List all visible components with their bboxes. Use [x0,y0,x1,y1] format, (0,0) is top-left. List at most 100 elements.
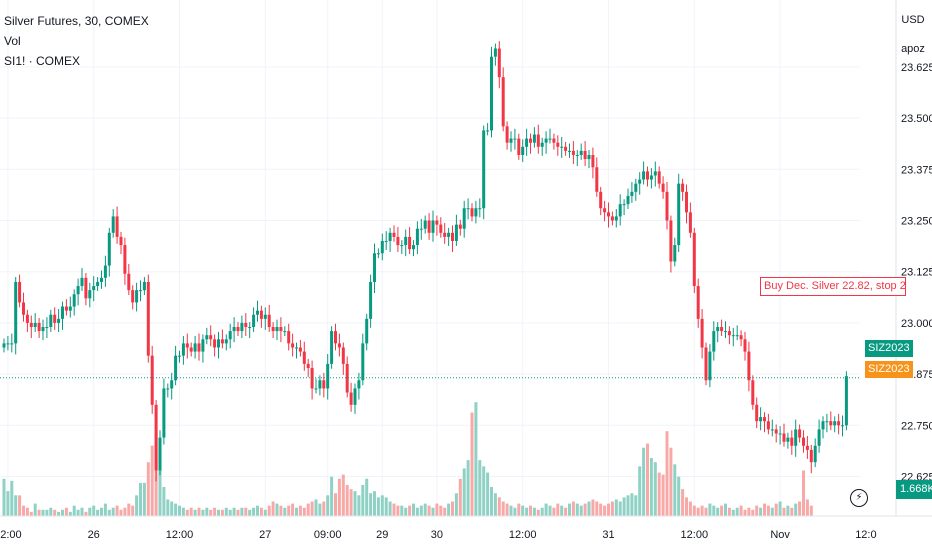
volume-bar [708,503,712,516]
candle-body [833,421,837,426]
volume-bar [25,507,29,516]
volume-bar [92,505,96,516]
candle-body [10,343,14,345]
volume-value-label: 1.668K [896,480,932,499]
volume-bar [646,443,649,516]
volume-bar [45,509,49,516]
candle-body [146,281,150,356]
candle-body [248,327,252,329]
volume-bar [782,507,786,516]
volume-bar [727,507,731,516]
volume-bar [525,507,529,516]
volume-bar [415,507,419,516]
volume-bar [470,412,474,516]
volume-bar [677,476,681,516]
volume-bar [252,507,256,516]
volume-bar [240,507,244,516]
volume-bar [76,509,80,516]
candle-body [408,236,412,250]
volume-bar [517,503,521,516]
volume-bar [564,507,568,516]
candle-body [193,343,197,352]
candle-body [451,232,454,241]
candle-body [326,363,330,389]
candle-body [825,421,829,423]
volume-bar [751,509,755,516]
volume-bar [454,493,458,516]
volume-bar [279,505,283,516]
candle-body [837,421,841,426]
candle-body [259,310,263,319]
volume-bar [439,505,443,516]
candle-layer [2,41,848,482]
candle-body [14,281,18,344]
volume-bar [357,495,361,516]
candle-body [568,150,571,152]
volume-bar [376,497,380,516]
candle-body [622,204,626,206]
flash-icon[interactable]: ⚡ [850,489,868,507]
volume-bar [521,505,525,516]
candle-body [357,380,361,389]
y-tick-label: 23.125 [901,267,932,279]
volume-bar [724,503,727,516]
volume-legend[interactable]: Vol [4,34,21,48]
volume-bar [146,462,150,516]
candle-body [626,195,630,205]
volume-bar [529,505,532,516]
currency-button[interactable]: USD [901,14,925,26]
chart-title[interactable]: Silver Futures, 30, COMEX [4,14,149,28]
candle-body [583,150,587,160]
time-axis[interactable]: 12:00 26 12:00 27 09:00 29 30 12:00 31 12:00 Nov 12… [0,529,877,541]
volume-bar [665,431,669,516]
volume-bar [10,480,14,516]
candle-body [404,236,408,246]
volume-bar [345,484,349,516]
volume-bar [575,503,579,516]
volume-bar [263,509,267,516]
candle-body [454,224,458,241]
candle-body [474,208,478,217]
volume-bar [626,495,630,516]
candle-body [607,212,610,217]
volume-bar [123,507,127,516]
candle-body [6,343,10,345]
time-scale-panel[interactable] [0,516,932,550]
candle-body [724,331,727,333]
candle-body [587,154,591,160]
volume-bar [369,493,373,516]
candle-body [802,437,805,446]
candle-body [412,245,415,250]
x-tick-label: 26 [88,529,100,541]
candle-body [373,253,376,282]
candle-body [435,220,439,225]
candle-body [466,208,470,210]
volume-bar [474,402,478,516]
symbol-legend[interactable]: SI1! · COMEX [4,54,81,68]
candle-body [786,437,790,442]
candle-body [111,216,115,233]
candle-body [29,322,33,328]
candle-body [778,433,782,435]
candle-body [681,183,685,192]
candle-body [318,380,322,389]
volume-bar [532,507,536,516]
volume-bar [743,509,747,516]
candle-body [493,48,497,57]
volume-bar [513,507,517,516]
volume-bar [497,497,501,516]
volume-bar [18,495,22,516]
volume-bar [735,507,739,516]
candle-body [470,208,474,217]
trade-annotation[interactable]: Buy Dec. Silver 22.82, stop 2175, tgt 2 [760,277,906,296]
volume-bar [80,507,84,516]
volume-bar [193,509,197,516]
scale-mode-button[interactable]: apoz [901,43,925,55]
volume-bar [400,505,404,516]
candle-body [821,421,825,430]
volume-bar [162,487,166,516]
candle-body [653,171,657,176]
volume-bar [548,505,552,516]
